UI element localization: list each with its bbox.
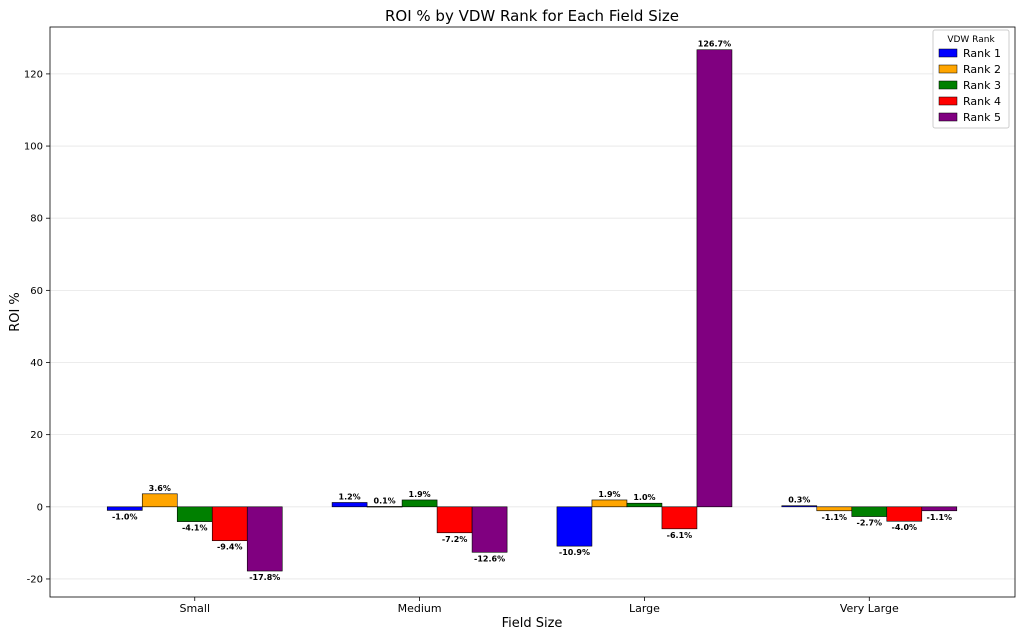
- legend-swatch: [938, 64, 958, 74]
- bar-data-label: -1.0%: [112, 512, 138, 521]
- bar-data-label: 1.2%: [339, 492, 361, 501]
- legend-title: VDW Rank: [947, 35, 995, 45]
- bar-data-label: 0.3%: [788, 496, 810, 505]
- bar-data-label: -4.0%: [892, 523, 918, 532]
- x-axis-label: Field Size: [502, 616, 563, 631]
- bar-data-label: -2.7%: [857, 519, 883, 528]
- bar-data-label: -17.8%: [249, 573, 280, 582]
- bar: [556, 506, 593, 547]
- bar-data-label: 3.6%: [149, 484, 171, 493]
- legend-label: Rank 4: [963, 95, 1001, 108]
- bar-data-label: -1.1%: [927, 513, 953, 522]
- bar: [696, 49, 733, 508]
- y-tick-label: -20: [27, 574, 43, 585]
- axes: -20 0 20 40 60 80 100 120 Small Medium Large Very L…: [24, 26, 1016, 615]
- legend-swatch: [938, 96, 958, 106]
- y-tick-label: 60: [30, 286, 43, 297]
- y-axis-label: ROI %: [8, 292, 23, 332]
- y-tick-label: 100: [24, 142, 43, 153]
- legend-swatch: [938, 80, 958, 90]
- bar: [331, 502, 368, 508]
- data-labels: -1.0% 3.6% -4.1% -9.4% -17.8% 1.2% 0.1% 1.9% -7.…: [112, 40, 952, 582]
- legend-items: Rank 1 Rank 2 Rank 3 Rank 4 Rank 5: [938, 47, 1001, 124]
- bars: [106, 49, 958, 572]
- y-tick-label: 40: [30, 358, 43, 369]
- bar: [176, 506, 213, 522]
- bar: [781, 505, 818, 508]
- legend-label: Rank 1: [963, 47, 1001, 60]
- bar-data-label: 126.7%: [698, 40, 731, 49]
- y-tick-label: 120: [24, 69, 43, 80]
- y-tick-label: 20: [30, 430, 43, 441]
- x-tick-label: Very Large: [840, 602, 899, 615]
- plot-frame: [49, 26, 1016, 598]
- chart-title: ROI % by VDW Rank for Each Field Size: [385, 7, 679, 25]
- bar: [886, 506, 923, 522]
- bar-data-label: -1.1%: [822, 513, 848, 522]
- bar: [106, 506, 143, 511]
- bar: [401, 499, 438, 508]
- bar: [851, 506, 888, 517]
- x-tick-label: Large: [629, 602, 660, 615]
- bar: [141, 493, 178, 508]
- bar: [246, 506, 283, 572]
- bar: [921, 506, 958, 512]
- bar: [366, 506, 403, 508]
- bar: [816, 506, 853, 512]
- bar-data-label: -10.9%: [559, 548, 590, 557]
- bar: [211, 506, 248, 542]
- bar-data-label: -12.6%: [474, 554, 505, 563]
- legend-swatch: [938, 112, 958, 122]
- bar: [661, 506, 698, 530]
- y-tick-label: 80: [30, 214, 43, 225]
- x-tick-label: Medium: [398, 602, 442, 615]
- legend-label: Rank 5: [963, 111, 1001, 124]
- legend-swatch: [938, 48, 958, 58]
- bar-data-label: 1.9%: [409, 490, 431, 499]
- x-tick-label: Small: [179, 602, 210, 615]
- legend-label: Rank 2: [963, 63, 1001, 76]
- bar-data-label: -7.2%: [442, 535, 468, 544]
- bar-data-label: -6.1%: [667, 531, 693, 540]
- bar: [436, 506, 473, 534]
- legend-label: Rank 3: [963, 79, 1001, 92]
- bar-data-label: -9.4%: [217, 543, 243, 552]
- bar-data-label: -4.1%: [182, 524, 208, 533]
- bar: [591, 499, 628, 508]
- bar: [626, 502, 663, 508]
- legend: VDW Rank Rank 1 Rank 2 Rank 3 Rank 4 Rank 5: [932, 29, 1010, 129]
- bar-data-label: 1.9%: [598, 490, 620, 499]
- bar-data-label: 0.1%: [374, 496, 396, 505]
- bar-data-label: 1.0%: [633, 493, 655, 502]
- y-tick-label: 0: [37, 502, 43, 513]
- bar: [471, 506, 508, 553]
